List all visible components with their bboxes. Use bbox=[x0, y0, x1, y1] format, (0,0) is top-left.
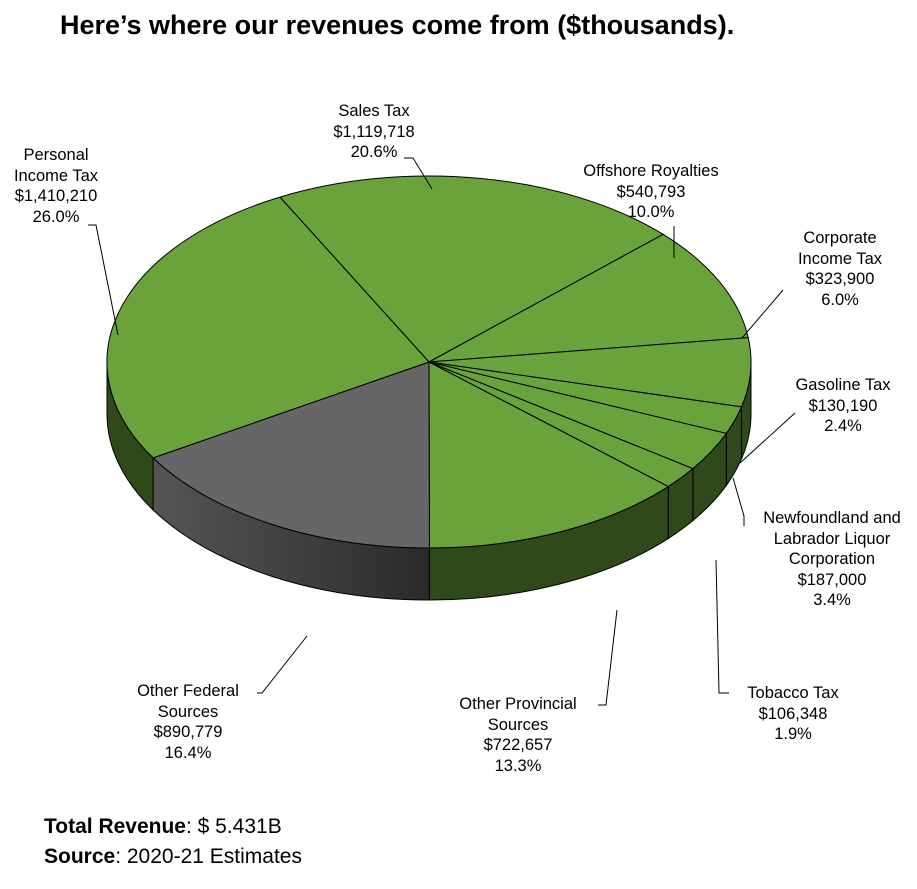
slice-label-value: $1,410,210 bbox=[14, 187, 98, 205]
slice-label-name: Other Federal Sources bbox=[137, 682, 239, 721]
slice-label-percent: 16.4% bbox=[164, 743, 212, 762]
source-note: Source: 2020-21 Estimates bbox=[44, 845, 302, 869]
leader-line-7 bbox=[257, 635, 308, 694]
total-revenue-value: : $ 5.431B bbox=[185, 815, 282, 838]
slice-label-3: Gasoline Tax $130,190 2.4% bbox=[723, 375, 917, 437]
slice-label-0: Sales Tax $1,119,718 20.6% bbox=[254, 101, 494, 163]
slice-label-percent: 3.4% bbox=[813, 591, 851, 609]
slice-label-name: Offshore Royalties bbox=[583, 162, 719, 180]
source-label: Source bbox=[44, 845, 116, 868]
slice-label-percent: 6.0% bbox=[821, 290, 859, 309]
slice-label-6: Other Provincial Sources $722,657 13.3% bbox=[398, 694, 638, 776]
slice-label-value: $1,119,718 bbox=[333, 122, 415, 141]
leader-line-0 bbox=[404, 157, 433, 190]
slice-label-5: Tobacco Tax $106,348 1.9% bbox=[673, 683, 913, 745]
leader-line-6 bbox=[598, 609, 618, 706]
pie-sides bbox=[106, 361, 752, 601]
pie-slice-1 bbox=[428, 233, 749, 363]
leader-line-8 bbox=[88, 224, 119, 336]
slice-label-name: Other Provincial Sources bbox=[459, 695, 577, 734]
slice-label-8: Personal Income Tax $1,410,210 26.0% bbox=[0, 145, 176, 227]
slice-label-4: Newfoundland and Labrador Liquor Corporati… bbox=[712, 508, 917, 611]
slice-label-name: Tobacco Tax bbox=[747, 684, 839, 702]
pie-slices bbox=[106, 175, 752, 549]
slice-label-value: $722,657 bbox=[483, 736, 553, 754]
slice-label-1: Offshore Royalties $540,793 10.0% bbox=[531, 161, 771, 223]
leader-line-3 bbox=[739, 412, 796, 464]
slice-label-percent: 20.6% bbox=[350, 143, 398, 161]
slice-label-percent: 13.3% bbox=[494, 756, 542, 775]
slice-label-percent: 2.4% bbox=[824, 417, 862, 435]
slice-label-percent: 26.0% bbox=[32, 207, 80, 226]
total-revenue-label: Total Revenue bbox=[44, 815, 186, 838]
pie-slice-7 bbox=[152, 361, 430, 549]
slice-label-value: $130,190 bbox=[808, 396, 878, 415]
slice-label-name: Gasoline Tax bbox=[795, 376, 891, 394]
pie-slice-8 bbox=[106, 196, 430, 459]
leader-line-5 bbox=[715, 559, 729, 694]
source-value: : 2020-21 Estimates bbox=[115, 845, 302, 868]
leader-line-4 bbox=[732, 477, 745, 526]
slice-label-7: Other Federal Sources $890,779 16.4% bbox=[68, 681, 308, 763]
slice-label-percent: 10.0% bbox=[627, 203, 675, 221]
slice-label-value: $187,000 bbox=[797, 570, 867, 589]
total-revenue: Total Revenue: $ 5.431B bbox=[44, 815, 282, 839]
slice-label-name: Sales Tax bbox=[338, 102, 410, 120]
slice-label-2: Corporate Income Tax $323,900 6.0% bbox=[720, 228, 917, 310]
slice-label-value: $323,900 bbox=[805, 270, 875, 288]
chart-title: Here’s where our revenues come from ($th… bbox=[60, 10, 735, 40]
slice-label-percent: 1.9% bbox=[774, 725, 812, 743]
pie-slice-2 bbox=[428, 337, 752, 408]
slice-label-name: Personal Income Tax bbox=[13, 146, 99, 185]
leader-lines bbox=[88, 157, 796, 706]
slice-label-value: $890,779 bbox=[153, 723, 223, 741]
slice-label-value: $540,793 bbox=[616, 182, 686, 201]
slice-label-name: Newfoundland and Labrador Liquor Corporati… bbox=[763, 509, 901, 568]
slice-label-name: Corporate Income Tax bbox=[797, 229, 883, 268]
pie-slice-0 bbox=[279, 175, 665, 363]
pie-slice-6 bbox=[428, 361, 670, 549]
slice-label-value: $106,348 bbox=[758, 704, 828, 723]
leader-line-2 bbox=[741, 289, 784, 339]
